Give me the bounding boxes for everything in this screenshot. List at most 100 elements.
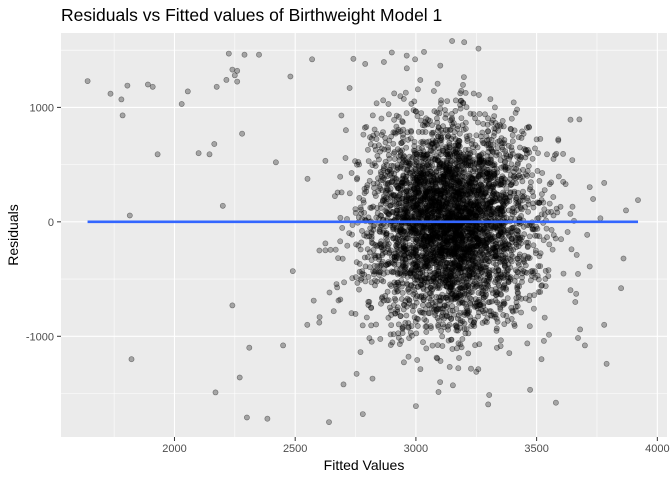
scatter-point (234, 78, 241, 85)
scatter-point (443, 294, 449, 301)
scatter-point (408, 323, 415, 330)
scatter-point (243, 414, 250, 421)
scatter-point (493, 289, 499, 296)
scatter-point (468, 365, 474, 372)
scatter-point (466, 308, 472, 314)
scatter-point (443, 273, 449, 280)
scatter-point (440, 229, 447, 236)
scatter-point (479, 193, 486, 200)
scatter-point (443, 202, 449, 209)
scatter-point (447, 182, 454, 189)
scatter-point (421, 227, 428, 234)
scatter-point (466, 151, 473, 158)
scatter-point (486, 299, 493, 305)
scatter-point (513, 244, 520, 251)
scatter-point (502, 148, 509, 155)
scatter-point (492, 120, 499, 126)
scatter-point (402, 208, 409, 214)
scatter-point (405, 197, 412, 204)
scatter-point (420, 151, 427, 157)
scatter-point (519, 193, 525, 200)
scatter-point (436, 317, 442, 324)
scatter-point (372, 277, 378, 284)
scatter-point (470, 260, 477, 267)
scatter-point (373, 205, 380, 211)
scatter-point (456, 155, 463, 162)
scatter-point (413, 159, 420, 165)
scatter-point (432, 179, 439, 186)
scatter-point (442, 127, 449, 134)
scatter-point (516, 172, 522, 179)
scatter-point (453, 279, 460, 286)
scatter-point (404, 214, 411, 221)
scatter-point (478, 158, 485, 164)
scatter-point (482, 264, 489, 270)
scatter-point (403, 198, 410, 205)
scatter-point (434, 109, 440, 116)
scatter-point (441, 173, 448, 180)
scatter-point (424, 240, 430, 247)
scatter-point (474, 198, 481, 205)
scatter-point (491, 125, 498, 132)
scatter-point (124, 82, 131, 89)
scatter-point (443, 167, 449, 174)
scatter-point (489, 117, 496, 123)
scatter-point (468, 188, 474, 195)
scatter-point (479, 203, 486, 210)
scatter-point (424, 196, 431, 203)
scatter-point (382, 200, 389, 207)
scatter-point (469, 211, 476, 218)
scatter-point (398, 251, 405, 257)
scatter-point (377, 212, 384, 219)
scatter-point (358, 239, 365, 246)
scatter-point (525, 253, 531, 260)
scatter-point (444, 180, 451, 187)
scatter-point (412, 191, 419, 197)
scatter-point (487, 202, 494, 209)
scatter-point (550, 155, 557, 162)
scatter-point (540, 199, 547, 206)
scatter-point (427, 268, 433, 275)
scatter-point (479, 197, 486, 204)
scatter-point (334, 284, 341, 291)
scatter-point (461, 258, 468, 265)
scatter-point (508, 161, 515, 168)
scatter-point (442, 181, 449, 188)
scatter-point (488, 145, 495, 152)
scatter-point (443, 182, 450, 189)
scatter-point (480, 159, 486, 166)
scatter-point (432, 201, 438, 208)
scatter-point (499, 234, 506, 241)
scatter-point (393, 123, 400, 130)
scatter-point (416, 211, 423, 218)
scatter-point (442, 244, 449, 251)
scatter-point (431, 303, 438, 310)
scatter-point (435, 322, 441, 328)
scatter-point (554, 209, 561, 216)
scatter-point (451, 150, 457, 156)
scatter-point (410, 186, 417, 192)
scatter-point (414, 260, 421, 267)
scatter-point (469, 175, 476, 182)
scatter-point (451, 253, 458, 260)
scatter-point (441, 230, 448, 237)
scatter-point (453, 255, 460, 262)
scatter-point (478, 190, 485, 197)
scatter-point (453, 322, 460, 329)
scatter-point (500, 255, 506, 262)
scatter-point (443, 149, 450, 156)
scatter-point (455, 365, 462, 372)
scatter-point (416, 169, 423, 176)
x-tick-label: 3000 (404, 443, 428, 455)
scatter-point (433, 279, 440, 286)
scatter-point (459, 197, 466, 204)
scatter-point (463, 205, 469, 211)
scatter-point (399, 263, 406, 270)
scatter-point (502, 284, 509, 291)
scatter-point (404, 295, 411, 302)
scatter-point (397, 213, 404, 220)
scatter-point (487, 187, 494, 194)
scatter-point (470, 90, 477, 97)
scatter-point (229, 66, 236, 73)
scatter-point (437, 302, 443, 309)
